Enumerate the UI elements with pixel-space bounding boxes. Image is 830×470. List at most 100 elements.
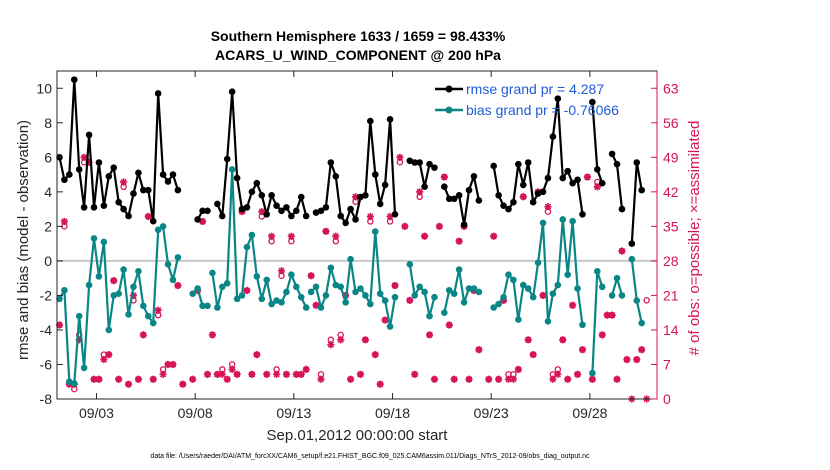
assimilated-count-marker [613,375,621,383]
rmse-data-point [154,90,162,97]
assimilated-count-marker [189,375,197,383]
plot-background [57,71,657,399]
assimilated-count-star [134,375,143,383]
assimilated-count-marker [598,331,606,339]
assimilated-count-star [539,291,547,300]
rmse-data-point [263,210,271,218]
bias-data-point [312,283,320,291]
assimilated-count-star [198,217,207,226]
rmse-data-point [135,169,142,177]
rmse-data-point [159,171,167,178]
rmse-data-point [519,181,527,189]
assimilated-count-star [115,375,123,383]
y2-axis-label: # of obs: o=possible; ×=assimilated [686,121,703,356]
bias-data-point [297,293,305,301]
rmse-data-point [554,95,562,102]
assimilated-count-marker [169,360,177,369]
assimilated-count-star [569,301,577,309]
assimilated-count-star [440,173,448,181]
assimilated-count-marker [351,193,360,201]
rmse-data-point [130,190,137,197]
assimilated-count-star [376,380,384,388]
rmse-data-point [144,186,152,194]
assimilated-count-star [272,370,281,378]
rmse-data-point [204,207,211,215]
rmse-data-point [524,159,532,166]
assimilated-count-marker [268,232,276,240]
assimilated-count-marker [297,370,305,378]
bias-data-point [495,300,502,308]
bias-data-point [638,319,646,327]
rmse-data-point [371,171,379,178]
x-axis-label: Sep.01,2012 00:00:00 start [267,427,449,444]
bias-data-point [426,312,433,320]
assimilated-count-star [218,370,226,378]
bias-data-point [214,304,221,311]
assimilated-count-star [105,351,113,359]
assimilated-count-marker [573,370,582,378]
bias-data-point [539,219,547,227]
rmse-data-point [253,179,261,187]
assimilated-count-star [346,375,355,383]
bias-data-point [228,166,236,173]
assimilated-count-marker [524,336,532,344]
x-tick-label: 09/08 [178,405,213,421]
bias-data-point [544,318,552,325]
bias-data-point [628,255,636,263]
assimilated-count-star [248,370,256,378]
assimilated-count-marker [504,375,513,383]
assimilated-count-star [243,286,251,295]
assimilated-count-marker [282,370,291,378]
assimilated-count-star [391,281,399,290]
y2-tick-label: 42 [663,184,679,200]
rmse-data-point [199,207,206,215]
rmse-data-point [460,221,468,228]
assimilated-count-marker [490,232,498,240]
assimilated-count-marker [302,365,310,374]
assimilated-count-star [598,331,606,339]
rmse-data-point [367,117,374,125]
assimilated-count-marker [233,370,241,378]
bias-data-point [302,304,310,311]
rmse-data-point [243,204,251,211]
bias-data-point [159,223,167,230]
assimilated-count-star [623,355,631,364]
assimilated-count-marker [115,375,123,383]
rmse-data-point [598,179,606,187]
assimilated-count-marker [149,375,157,383]
assimilated-count-marker [578,346,587,354]
y2-tick-label: 0 [663,391,671,407]
bias-data-point [80,364,88,372]
x-tick-label: 09/28 [572,405,607,421]
rmse-data-point [347,205,354,213]
rmse-data-point [105,173,113,180]
rmse-data-point [500,202,507,209]
rmse-data-point [66,171,73,178]
assimilated-count-star [159,370,167,378]
y-tick-label: 6 [44,149,52,165]
bias-data-point [322,292,330,299]
rmse-data-point [455,191,463,199]
assimilated-count-star [317,375,325,383]
bias-data-point [140,302,147,310]
chart-title-line-1: Southern Hemisphere 1633 / 1659 = 98.433… [211,28,506,44]
rmse-data-point [214,200,221,208]
assimilated-count-marker [80,153,88,161]
assimilated-count-star [425,331,434,339]
assimilated-count-marker [435,222,444,230]
assimilated-count-star [208,331,217,339]
rmse-data-point [628,240,636,247]
assimilated-count-star [524,336,532,344]
assimilated-count-marker [465,375,473,383]
assimilated-count-star [164,360,172,369]
bias-data-point [56,295,63,303]
assimilated-count-marker [430,375,439,383]
rmse-data-point [174,186,182,194]
bias-data-point [75,312,83,320]
assimilated-count-star [366,212,374,221]
assimilated-count-marker [495,375,503,383]
bias-data-point [460,299,468,306]
assimilated-count-star [95,375,103,383]
bias-data-point [218,283,226,291]
